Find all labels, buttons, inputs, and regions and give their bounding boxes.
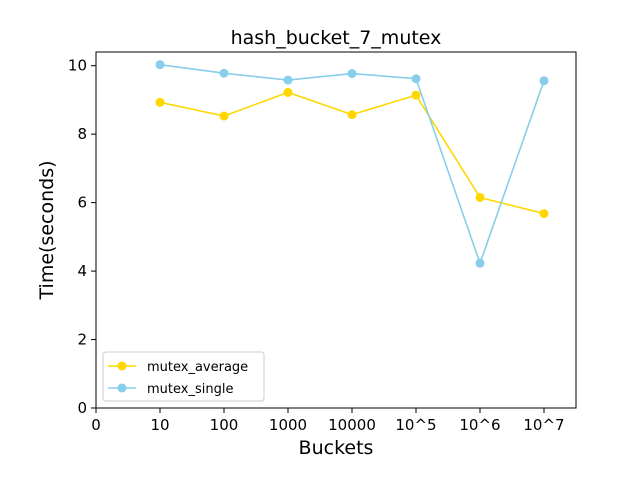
data-point bbox=[155, 60, 165, 70]
series-mutex_average bbox=[155, 87, 549, 219]
x-tick-label: 10 bbox=[150, 416, 169, 434]
data-point bbox=[347, 69, 357, 79]
legend-label: mutex_single bbox=[147, 382, 233, 397]
x-tick-label: 100 bbox=[210, 416, 239, 434]
y-tick-label: 0 bbox=[77, 399, 87, 417]
y-tick-label: 6 bbox=[77, 194, 87, 212]
x-axis-label: Buckets bbox=[299, 437, 374, 459]
data-point bbox=[411, 90, 421, 100]
data-point bbox=[283, 75, 293, 85]
data-point bbox=[219, 111, 229, 121]
y-tick-label: 10 bbox=[68, 57, 87, 75]
legend: mutex_average mutex_single bbox=[102, 351, 265, 402]
legend-label: mutex_average bbox=[147, 360, 248, 375]
data-point bbox=[347, 110, 357, 120]
legend-marker bbox=[117, 383, 127, 393]
legend-box bbox=[102, 351, 265, 402]
x-tick-label: 10^7 bbox=[523, 416, 564, 434]
data-point bbox=[219, 68, 229, 78]
x-tick-label: 10000 bbox=[328, 416, 376, 434]
x-tick-label: 10^6 bbox=[459, 416, 500, 434]
x-tick-label: 1000 bbox=[269, 416, 307, 434]
y-tick-label: 8 bbox=[77, 125, 87, 143]
series-mutex_single bbox=[155, 60, 549, 268]
y-axis-label: Time(seconds) bbox=[36, 161, 58, 301]
data-point bbox=[475, 192, 485, 202]
x-tick-label: 0 bbox=[91, 416, 101, 434]
y-tick-label: 2 bbox=[77, 331, 87, 349]
data-point bbox=[539, 209, 549, 219]
y-tick-label: 4 bbox=[77, 262, 87, 280]
plot-area bbox=[95, 51, 577, 409]
chart-title: hash_bucket_7_mutex bbox=[231, 27, 442, 49]
data-point bbox=[475, 258, 485, 268]
data-point bbox=[155, 97, 165, 107]
data-point bbox=[411, 74, 421, 84]
data-point bbox=[283, 87, 293, 97]
x-tick-label: 10^5 bbox=[395, 416, 436, 434]
data-point bbox=[539, 76, 549, 86]
legend-marker bbox=[117, 361, 127, 371]
y-axis: 0 2 4 6 8 10 bbox=[68, 57, 96, 417]
x-axis: 0 10 100 1000 10000 10^5 10^6 10^7 bbox=[91, 408, 565, 434]
series-layer bbox=[155, 60, 549, 268]
